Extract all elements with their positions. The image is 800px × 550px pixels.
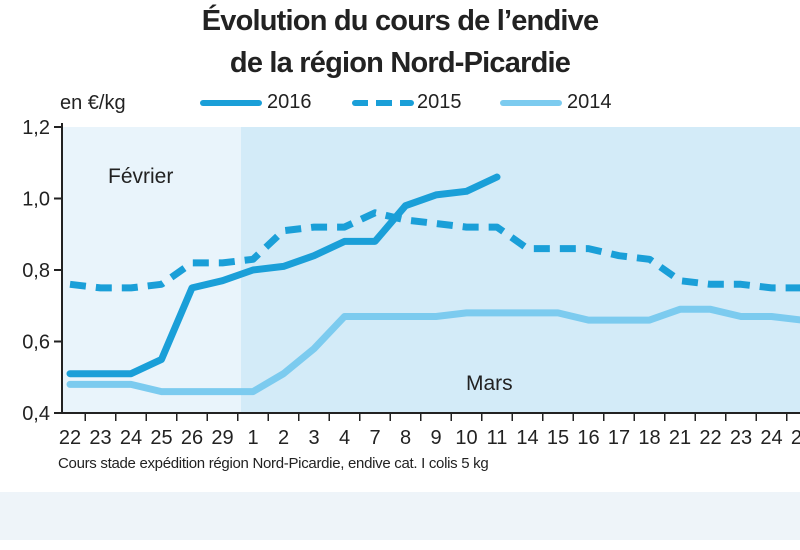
x-tick-label: 25: [791, 427, 800, 449]
x-tick-label: 1: [247, 427, 258, 449]
x-tick-label: 21: [669, 427, 691, 449]
legend-swatch-2016: [200, 100, 262, 106]
x-tick-label: 7: [369, 427, 380, 449]
y-tick-label: 1,2: [22, 117, 50, 139]
x-tick-label: 2: [278, 427, 289, 449]
legend-label-2014: 2014: [567, 91, 612, 113]
legend-label-2015: 2015: [417, 91, 462, 113]
y-tick-label: 1,0: [22, 189, 50, 211]
x-tick-label: 24: [760, 427, 782, 449]
legend-swatch-2015: [352, 100, 414, 106]
x-tick-label: 22: [699, 427, 721, 449]
x-tick-label: 11: [487, 427, 508, 449]
y-axis-label: en €/kg: [60, 92, 126, 114]
x-tick-label: 26: [181, 427, 203, 449]
source-footnote: Cours stade expédition région Nord-Picar…: [58, 455, 489, 472]
chart-title: Évolution du cours de l’endive: [201, 5, 599, 37]
x-tick-label: 8: [400, 427, 411, 449]
y-tick-label: 0,4: [22, 403, 50, 425]
x-tick-label: 25: [150, 427, 172, 449]
x-tick-label: 22: [59, 427, 81, 449]
x-tick-label: 16: [577, 427, 599, 449]
x-tick-label: 10: [455, 427, 477, 449]
x-tick-label: 29: [211, 427, 233, 449]
y-tick-label: 0,6: [22, 332, 50, 354]
x-tick-label: 23: [730, 427, 752, 449]
series-line-2014: [66, 305, 800, 396]
mars-band: [241, 127, 800, 413]
month-label-fevrier: Février: [108, 165, 173, 188]
x-tick-label: 4: [339, 427, 350, 449]
axes: 1,21,00,80,60,422 23 24 25 26 29 1 2 3 4 7 8 9 10 11 14…: [22, 117, 800, 449]
series-line-2016: [66, 173, 501, 378]
x-tick-label: 17: [608, 427, 630, 449]
legend-swatch-2014: [500, 100, 562, 106]
x-tick-label: 14: [516, 427, 538, 449]
x-tick-label: 3: [308, 427, 319, 449]
x-tick-label: 18: [638, 427, 660, 449]
month-label-mars: Mars: [466, 372, 513, 395]
x-tick-label: 24: [120, 427, 142, 449]
y-tick-label: 0,8: [22, 260, 50, 282]
x-tick-label: 23: [89, 427, 111, 449]
chart-subtitle: de la région Nord-Picardie: [229, 47, 571, 79]
series-group: [66, 173, 800, 396]
x-tick-label: 9: [430, 427, 441, 449]
bottom-band: [0, 492, 800, 540]
x-tick-label: 15: [547, 427, 569, 449]
line-chart: 1,21,00,80,60,422 23 24 25 26 29 1 2 3 4 7 8 9 10 11 14…: [22, 117, 800, 449]
legend-label-2016: 2016: [267, 91, 312, 113]
